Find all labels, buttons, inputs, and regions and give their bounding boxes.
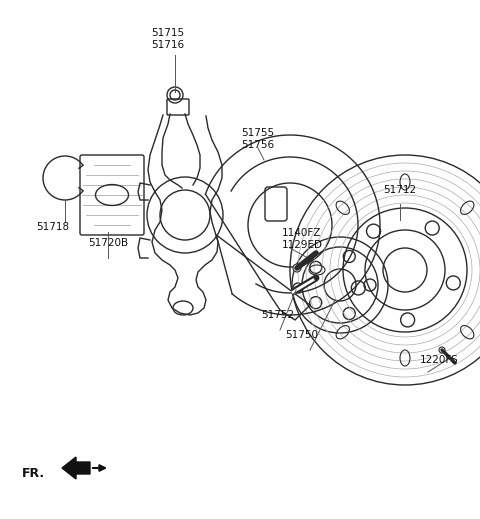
Circle shape bbox=[293, 264, 301, 272]
Text: 51718: 51718 bbox=[36, 222, 70, 232]
Text: 1140FZ
1129ED: 1140FZ 1129ED bbox=[282, 228, 323, 250]
Text: FR.: FR. bbox=[22, 467, 45, 480]
Circle shape bbox=[439, 347, 445, 353]
Text: 51755
51756: 51755 51756 bbox=[241, 128, 275, 149]
Text: 51750: 51750 bbox=[286, 330, 319, 340]
Text: 1220FS: 1220FS bbox=[420, 355, 459, 365]
Text: 51720B: 51720B bbox=[88, 238, 128, 248]
Text: 51715
51716: 51715 51716 bbox=[151, 28, 185, 50]
Polygon shape bbox=[62, 457, 90, 479]
Circle shape bbox=[293, 283, 303, 293]
Text: 51712: 51712 bbox=[384, 185, 417, 195]
Text: 51752: 51752 bbox=[262, 310, 295, 320]
